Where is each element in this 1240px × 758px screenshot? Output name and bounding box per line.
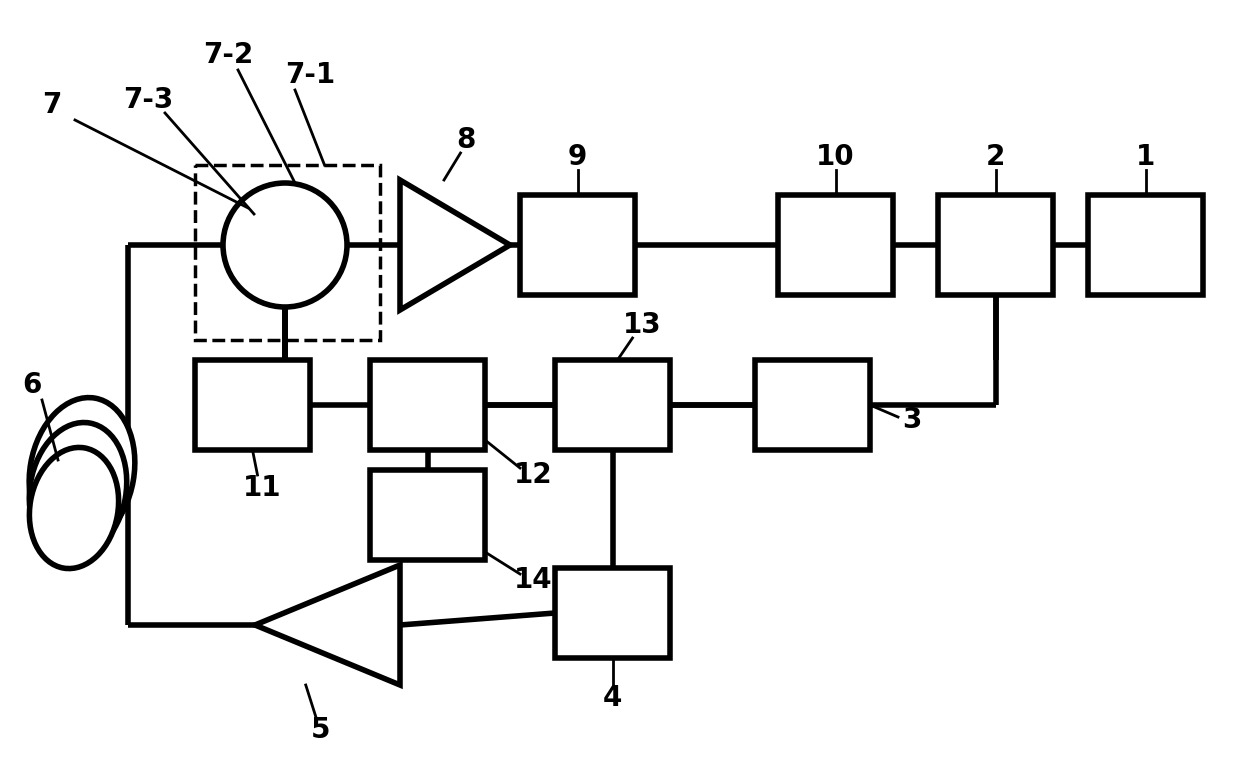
Bar — [777, 195, 893, 295]
Ellipse shape — [30, 398, 135, 547]
Text: 7-2: 7-2 — [203, 41, 253, 69]
Text: 3: 3 — [903, 406, 921, 434]
Text: 2: 2 — [986, 143, 1006, 171]
Bar — [195, 165, 379, 340]
Text: 10: 10 — [816, 143, 854, 171]
Text: 8: 8 — [456, 126, 476, 154]
Text: 11: 11 — [243, 474, 281, 502]
Polygon shape — [255, 565, 401, 685]
Text: 7-1: 7-1 — [285, 61, 335, 89]
Text: 12: 12 — [513, 461, 552, 489]
Circle shape — [223, 183, 347, 307]
Bar — [195, 360, 310, 450]
Text: 14: 14 — [513, 566, 552, 594]
Text: 5: 5 — [310, 716, 330, 744]
Bar — [556, 360, 670, 450]
Bar — [370, 470, 485, 560]
Text: 4: 4 — [603, 684, 622, 712]
Polygon shape — [401, 180, 510, 310]
Text: 7: 7 — [42, 91, 62, 119]
Text: 1: 1 — [1136, 143, 1156, 171]
Bar — [755, 360, 870, 450]
Text: 9: 9 — [568, 143, 587, 171]
Bar — [556, 568, 670, 658]
Ellipse shape — [30, 447, 119, 568]
Ellipse shape — [30, 422, 126, 557]
Text: 6: 6 — [22, 371, 42, 399]
Bar — [937, 195, 1053, 295]
Bar — [370, 360, 485, 450]
Text: 7-3: 7-3 — [123, 86, 174, 114]
Bar — [1087, 195, 1203, 295]
Text: 13: 13 — [624, 311, 662, 339]
Bar — [520, 195, 635, 295]
